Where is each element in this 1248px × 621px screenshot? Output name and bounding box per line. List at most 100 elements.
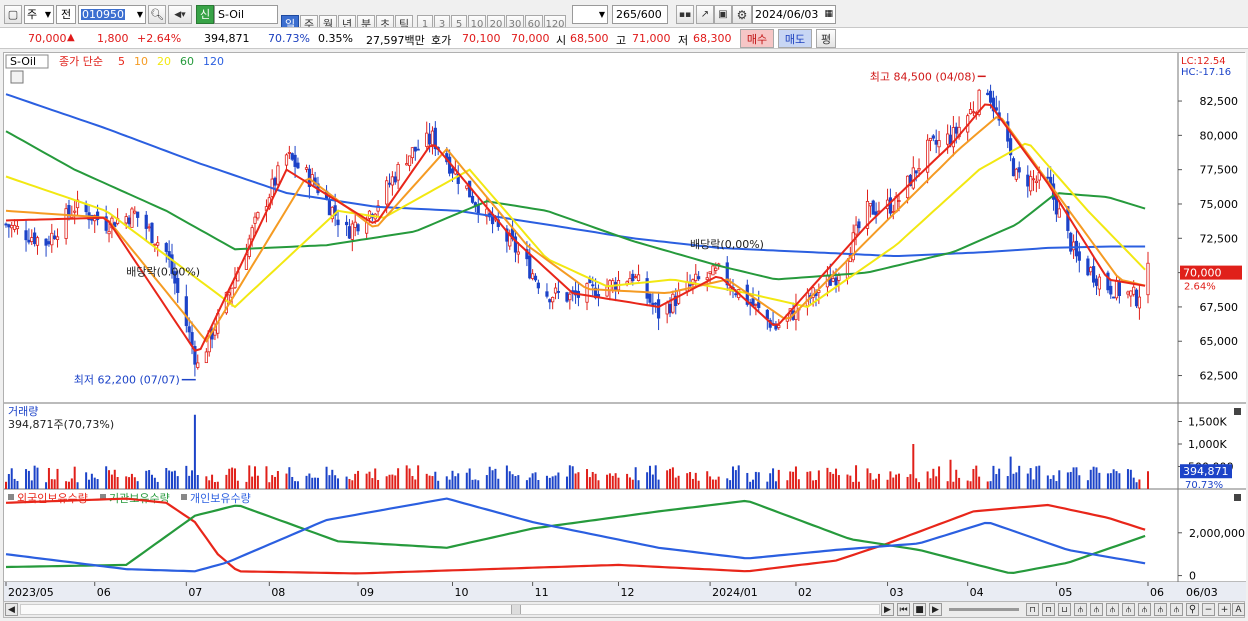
volume-bar xyxy=(1115,471,1118,489)
zoom-in-icon[interactable]: + xyxy=(1218,603,1231,616)
volume-bar xyxy=(797,479,800,489)
candle-body xyxy=(556,291,560,293)
scroll-left-icon[interactable]: ◀ xyxy=(5,603,18,616)
tool-a-icon[interactable]: ⫛ xyxy=(1074,603,1087,616)
candle-body xyxy=(470,195,475,203)
candle-body xyxy=(184,296,188,327)
scroll-track[interactable] xyxy=(20,604,880,615)
x-tick-label: 09 xyxy=(360,586,374,599)
search-icon[interactable]: 🔍︎ xyxy=(148,5,166,24)
volume-bar xyxy=(514,476,517,489)
tool-e-icon[interactable]: ⫛ xyxy=(1138,603,1151,616)
candle-body xyxy=(413,146,417,152)
play-icon[interactable]: ▶ xyxy=(929,603,942,616)
zoom-search-icon[interactable]: ⚲ xyxy=(1186,603,1199,616)
candle-body xyxy=(196,362,200,368)
volume-bar xyxy=(694,472,697,489)
volume-bar xyxy=(176,476,179,489)
volume-bar xyxy=(494,468,497,489)
tool-f-icon[interactable]: ⫛ xyxy=(1154,603,1167,616)
date-field[interactable]: 2024/06/03 ▦ xyxy=(752,5,836,24)
volume-bar xyxy=(846,474,849,489)
candle-body xyxy=(147,226,151,229)
volume-bar xyxy=(651,474,654,489)
volume-bar xyxy=(7,474,10,489)
volume-bar xyxy=(1052,475,1055,489)
speaker-icon[interactable]: ◀▾ xyxy=(168,5,192,24)
candle-body xyxy=(133,210,137,214)
candle-body xyxy=(834,277,838,286)
volume-bar xyxy=(245,481,248,489)
volume-panel-close-icon[interactable] xyxy=(1234,408,1241,415)
candle-body xyxy=(1077,251,1081,261)
volume-bar xyxy=(978,476,981,489)
candle-body xyxy=(654,302,658,305)
volume-bar xyxy=(772,468,775,489)
chart-area[interactable]: 82,500 80,000 77,500 75,000 72,500 70,000 67,5… xyxy=(3,52,1246,602)
volume-bar xyxy=(50,479,53,489)
code-input[interactable]: 010950 ▼ xyxy=(78,5,146,24)
chart-settings-icon[interactable]: ▪▪ xyxy=(676,5,694,24)
scroll-right-icon[interactable]: ▶ xyxy=(881,603,894,616)
bid-price-1: 70,100 xyxy=(462,32,501,45)
data-count-field[interactable]: 265/600 xyxy=(612,5,668,24)
legend-period-10: 10 xyxy=(134,55,148,68)
line-type-icon[interactable]: ⊔ xyxy=(1058,603,1071,616)
volume-bar xyxy=(691,478,694,489)
sell-button[interactable]: 매도 xyxy=(778,29,812,48)
rewind-icon[interactable]: ⏮ xyxy=(897,603,910,616)
volume-bar xyxy=(545,475,548,489)
zoom-out-icon[interactable]: − xyxy=(1202,603,1215,616)
market-select[interactable]: 주 ▼ xyxy=(24,5,54,24)
chart-scrollbar[interactable]: ◀ ▶ ⏮ ■ ▶ ⊓ ⊓ ⊔ ⫛ ⫛ ⫛ ⫛ ⫛ ⫛ ⫛ ⚲ − + A xyxy=(3,601,1245,618)
interval-dropdown[interactable]: ▼ xyxy=(572,5,608,24)
volume-bar xyxy=(365,473,368,489)
holding-panel-close-icon[interactable] xyxy=(1234,494,1241,501)
volume-bar xyxy=(955,469,958,489)
volume-bar xyxy=(671,467,674,489)
candle-body xyxy=(1009,138,1013,156)
volume-bar xyxy=(849,475,852,489)
volume-bar xyxy=(689,472,692,489)
stop-icon[interactable]: ■ xyxy=(913,603,926,616)
bar-type-icon[interactable]: ⊓ xyxy=(1042,603,1055,616)
auto-scale-icon[interactable]: A xyxy=(1232,603,1245,616)
range-mode-button[interactable]: 전 xyxy=(56,5,76,24)
candle-body xyxy=(1086,258,1090,276)
candle-body xyxy=(127,217,131,225)
volume-bar xyxy=(551,476,554,489)
volume-bar xyxy=(405,465,408,489)
legend-period-120: 120 xyxy=(203,55,224,68)
average-button[interactable]: 평 xyxy=(816,29,836,48)
volume-bar xyxy=(388,474,391,489)
indicator-list-icon[interactable] xyxy=(10,70,24,84)
gear-icon[interactable]: ⚙ xyxy=(732,5,752,24)
volume-bar xyxy=(531,473,534,489)
candle-body xyxy=(64,208,68,239)
candle-body xyxy=(33,232,37,245)
stock-chart[interactable]: 82,500 80,000 77,500 75,000 72,500 70,000 67,5… xyxy=(4,53,1246,602)
candle-body xyxy=(513,236,518,253)
chart-window-icon[interactable]: ▢ xyxy=(4,5,22,24)
volume-bar xyxy=(792,471,795,489)
volume-bar xyxy=(465,472,468,489)
chart-title: S-Oil xyxy=(10,55,36,68)
zoom-slider[interactable] xyxy=(949,608,1019,611)
price-tick-label: 62,500 xyxy=(1200,370,1239,383)
title-box xyxy=(5,54,49,69)
candle-body xyxy=(694,273,698,281)
x-end-label: 06/03 xyxy=(1186,586,1218,599)
candle-body xyxy=(865,200,870,229)
tool-d-icon[interactable]: ⫛ xyxy=(1122,603,1135,616)
save-icon[interactable]: ▣ xyxy=(714,5,732,24)
stock-name-field[interactable]: S-Oil xyxy=(214,5,278,24)
candle-type-icon[interactable]: ⊓ xyxy=(1026,603,1039,616)
buy-button[interactable]: 매수 xyxy=(740,29,774,48)
scroll-thumb[interactable] xyxy=(511,605,521,614)
draw-tool-icon[interactable]: ↗ xyxy=(696,5,714,24)
candle-body xyxy=(124,216,128,224)
tool-c-icon[interactable]: ⫛ xyxy=(1106,603,1119,616)
candle-body xyxy=(1014,168,1018,180)
tool-b-icon[interactable]: ⫛ xyxy=(1090,603,1103,616)
tool-g-icon[interactable]: ⫛ xyxy=(1170,603,1183,616)
